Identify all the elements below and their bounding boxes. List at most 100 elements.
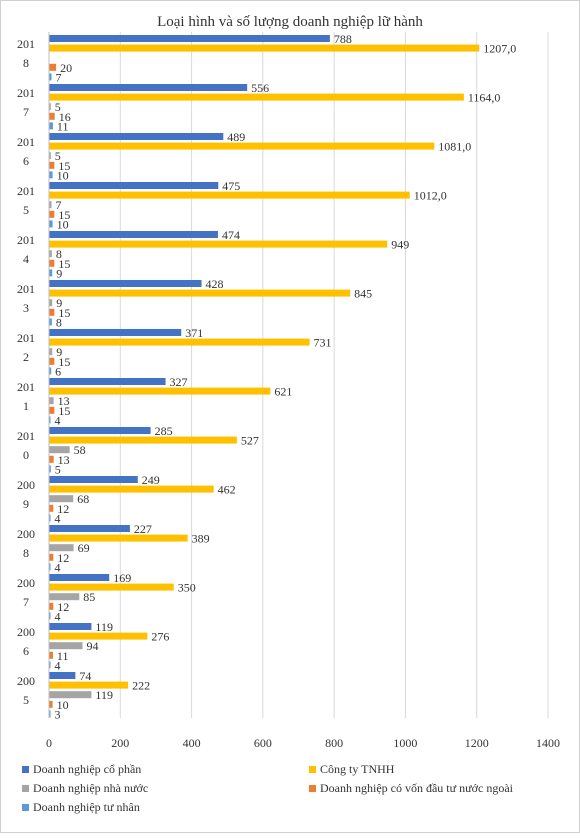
bar	[49, 308, 55, 316]
data-label: 94	[87, 639, 99, 653]
data-label: 68	[77, 492, 89, 506]
data-label: 4	[55, 609, 61, 623]
bar	[49, 574, 110, 581]
bar	[49, 406, 55, 414]
legend-swatch	[22, 804, 29, 811]
data-label: 12	[57, 502, 69, 516]
data-label: 10	[57, 168, 69, 182]
category-label: 201	[17, 233, 35, 247]
data-label: 4	[55, 413, 61, 427]
bar	[49, 93, 464, 101]
bar	[49, 583, 174, 591]
data-label: 1081,0	[438, 140, 471, 154]
category-label: 201	[17, 37, 35, 51]
category-label: 201	[17, 331, 35, 345]
data-label: 10	[57, 217, 69, 231]
bar	[49, 700, 53, 708]
bar	[49, 122, 53, 130]
bar	[49, 387, 271, 395]
data-label: 12	[57, 600, 69, 614]
x-tick-label: 200	[111, 736, 129, 750]
data-label: 350	[178, 581, 196, 595]
category-label: 201	[17, 282, 35, 296]
data-label: 489	[227, 130, 245, 144]
bars	[49, 35, 480, 718]
category-label: 3	[23, 301, 29, 315]
data-label: 9	[56, 296, 62, 310]
bar	[49, 231, 218, 238]
data-label: 119	[95, 688, 113, 702]
bar	[49, 378, 166, 385]
data-label: 3	[55, 707, 61, 721]
x-tick-label: 1400	[536, 736, 560, 750]
bar	[49, 73, 52, 81]
data-label: 222	[132, 679, 150, 693]
data-label: 527	[241, 434, 259, 448]
bar	[49, 152, 51, 160]
bar	[49, 455, 54, 463]
legend-label: Doanh nghiệp nhà nước	[33, 781, 148, 795]
bar	[49, 44, 480, 52]
data-label: 119	[95, 620, 113, 634]
bar	[49, 504, 54, 512]
bar	[49, 201, 52, 209]
bar	[49, 514, 51, 522]
bar	[49, 259, 55, 267]
bar	[49, 642, 83, 650]
bar	[49, 397, 54, 405]
data-label: 16	[59, 110, 71, 124]
data-label: 9	[56, 266, 62, 280]
bar	[49, 710, 51, 718]
bar	[49, 84, 248, 91]
bar	[49, 161, 55, 169]
category-label: 9	[23, 497, 29, 511]
x-tick-label: 600	[254, 736, 272, 750]
data-label: 85	[83, 590, 95, 604]
bar	[49, 289, 351, 297]
bar	[49, 651, 53, 659]
bar	[49, 133, 224, 140]
data-label: 11	[57, 649, 69, 663]
bar	[49, 632, 148, 640]
data-label: 12	[57, 551, 69, 565]
data-label: 13	[58, 394, 70, 408]
bar	[49, 427, 151, 434]
legend-swatch	[22, 766, 29, 773]
data-label: 4	[55, 658, 61, 672]
x-tick-label: 0	[46, 736, 52, 750]
bar	[49, 623, 92, 630]
bar	[49, 563, 51, 571]
data-label: 7	[55, 198, 61, 212]
category-label: 200	[17, 527, 35, 541]
bar	[49, 63, 57, 71]
data-label: 69	[78, 541, 90, 555]
data-label: 5	[55, 462, 61, 476]
bar	[49, 250, 52, 258]
category-label: 8	[23, 56, 29, 70]
bar	[49, 240, 388, 248]
data-label: 169	[113, 571, 131, 585]
data-label: 15	[58, 355, 70, 369]
data-label: 1164,0	[468, 91, 501, 105]
bar	[49, 661, 51, 669]
data-label: 276	[151, 630, 169, 644]
bar	[49, 280, 202, 287]
data-label: 5	[55, 149, 61, 163]
bar	[49, 534, 188, 542]
data-label: 327	[170, 375, 188, 389]
category-label: 200	[17, 576, 35, 590]
category-label: 1	[23, 399, 29, 413]
data-label: 285	[155, 424, 173, 438]
data-label: 788	[334, 32, 352, 46]
bar	[49, 103, 51, 111]
bar	[49, 525, 130, 532]
data-label: 9	[56, 345, 62, 359]
category-label: 201	[17, 184, 35, 198]
bar	[49, 220, 53, 228]
bar	[49, 681, 129, 689]
legend-label: Doanh nghiệp có vốn đầu tư nước ngoài	[320, 781, 514, 795]
data-label: 7	[55, 70, 61, 84]
legend-label: Doanh nghiệp cổ phần	[33, 762, 141, 776]
